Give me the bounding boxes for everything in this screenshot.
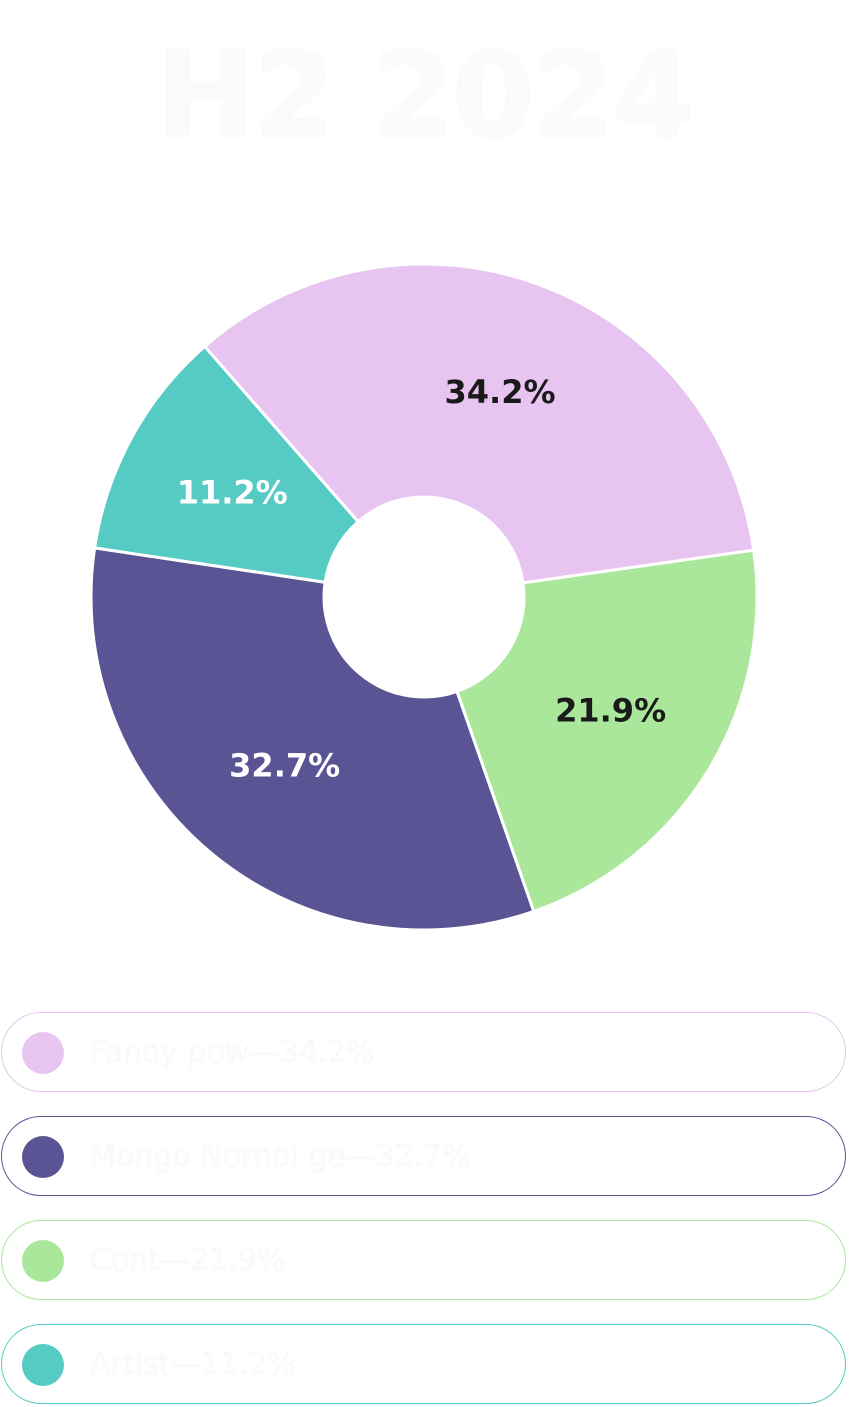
donut-slice-3[interactable]	[89, 546, 536, 932]
legend-swatch-icon	[22, 1240, 64, 1282]
legend-swatch-icon	[22, 1032, 64, 1074]
legend-item-2[interactable]: Mongo Nornol ge—32.7%	[1, 1116, 846, 1196]
legend-swatch-icon	[22, 1344, 64, 1386]
legend-swatch-icon	[22, 1136, 64, 1178]
legend-label: Mongo Nornol ge—32.7%	[90, 1139, 471, 1174]
slice-label-1: 34.2%	[445, 373, 556, 411]
legend-label: Fanoy pow—34.2%	[90, 1035, 375, 1070]
slice-label-4: 11.2%	[177, 473, 288, 511]
slice-label-3: 32.7%	[229, 746, 340, 784]
donut-slice-4[interactable]	[92, 344, 361, 584]
legend-item-1[interactable]: Fanoy pow—34.2%	[1, 1012, 846, 1092]
legend-item-4[interactable]: Artist—11.2%	[1, 1324, 846, 1404]
donut-slice-2[interactable]	[455, 548, 759, 914]
donut-chart: 34.2% 21.9% 32.7% 11.2%	[89, 262, 759, 932]
chart-title: H2 2024	[156, 26, 694, 164]
legend-label: Cont—21.9%	[90, 1243, 286, 1278]
legend-label: Artist—11.2%	[90, 1347, 296, 1382]
slice-label-2: 21.9%	[555, 692, 666, 730]
legend-item-3[interactable]: Cont—21.9%	[1, 1220, 846, 1300]
